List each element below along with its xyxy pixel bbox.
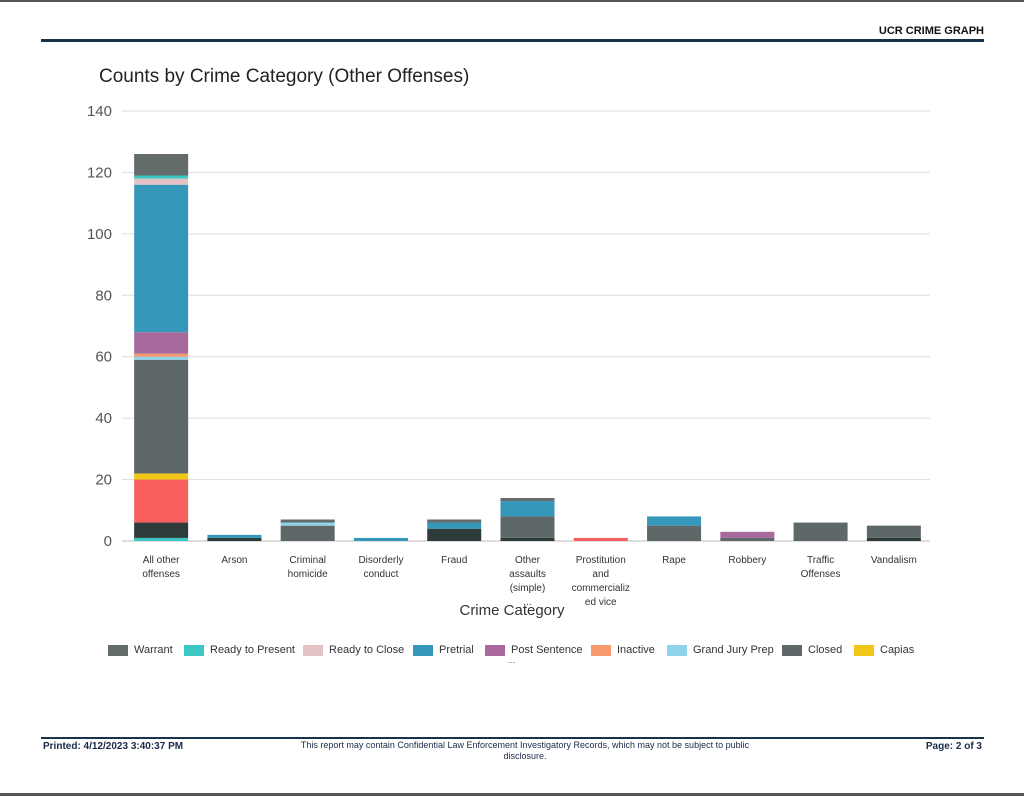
header-rule (41, 39, 984, 42)
bar-segment[interactable] (500, 498, 555, 502)
page-number: Page: 2 of 3 (925, 741, 982, 752)
y-tick-label: 80 (95, 287, 112, 304)
legend-label: Grand Jury Prep (693, 644, 774, 656)
bar-segment[interactable] (573, 537, 628, 541)
legend-swatch (591, 644, 611, 656)
legend-more-indicator[interactable]: ... (508, 655, 516, 665)
footer-rule (41, 737, 984, 739)
x-category-label: Arson (221, 555, 247, 566)
legend-label: Ready to Present (210, 644, 295, 656)
confidentiality-notice: This report may contain Confidential Law… (300, 740, 750, 761)
bar-segment[interactable] (134, 154, 189, 176)
x-category-label: Disorderly conduct (358, 555, 403, 580)
x-category-label: Fraud (441, 555, 467, 566)
legend-swatch (184, 644, 204, 656)
legend-label: Post Sentence (511, 644, 583, 656)
x-axis-categories: All other offenses Arson Criminal homicide Di… (142, 555, 917, 608)
bar-segment[interactable] (134, 356, 189, 360)
top-border (0, 0, 1024, 2)
legend-item[interactable]: Capias (854, 644, 914, 656)
legend-item[interactable]: Pretrial (413, 644, 474, 656)
bar-segment[interactable] (500, 537, 555, 541)
x-category-label: Traffic Offenses (801, 555, 841, 580)
bar-segment[interactable] (353, 537, 408, 541)
x-category-label: Prostitution and commercializ ed vice (572, 555, 630, 608)
bar-segment[interactable] (647, 525, 702, 541)
legend-swatch (108, 644, 128, 656)
bar-segment[interactable] (280, 522, 335, 526)
bar-segment[interactable] (134, 359, 189, 474)
bar-segment[interactable] (134, 479, 189, 523)
bar-segment[interactable] (500, 516, 555, 538)
printed-timestamp: Printed: 4/12/2023 3:40:37 PM (43, 741, 184, 752)
bar-segment[interactable] (427, 522, 482, 529)
bar-segment[interactable] (134, 184, 189, 333)
bar-segment[interactable] (134, 522, 189, 538)
y-tick-label: 0 (104, 533, 112, 550)
y-tick-label: 40 (95, 410, 112, 427)
legend: Warrant Ready to Present Ready to Close Pre… (108, 644, 968, 660)
legend-item[interactable]: Warrant (108, 644, 173, 656)
x-category-label: Rape (662, 555, 686, 566)
legend-item[interactable]: Post Sentence (485, 644, 583, 656)
x-category-label: Robbery (728, 555, 766, 566)
legend-swatch (303, 644, 323, 656)
bar-segment[interactable] (134, 473, 189, 480)
legend-item[interactable]: Ready to Present (184, 644, 295, 656)
grid-lines (122, 110, 930, 542)
legend-swatch (854, 644, 874, 656)
bar-segment[interactable] (500, 501, 555, 517)
bar-segment[interactable] (866, 537, 921, 541)
x-category-label: Vandalism (871, 555, 917, 566)
legend-label: Pretrial (439, 644, 474, 656)
bar-segment[interactable] (134, 175, 189, 179)
bar-segment[interactable] (134, 332, 189, 354)
legend-swatch (667, 644, 687, 656)
legend-item[interactable]: Closed (782, 644, 842, 656)
bar-segment[interactable] (207, 534, 262, 538)
bar-segment[interactable] (720, 531, 775, 538)
legend-label: Closed (808, 644, 843, 656)
bar-segment[interactable] (647, 516, 702, 526)
x-axis-label: Crime Category (459, 602, 565, 619)
bar-segment[interactable] (207, 537, 262, 541)
legend-item[interactable]: Grand Jury Prep (667, 644, 774, 656)
legend-item[interactable]: Ready to Close (303, 644, 404, 656)
x-category-label: Other assaults (simple)... (509, 555, 546, 608)
legend-swatch (485, 644, 505, 656)
y-tick-label: 20 (95, 472, 112, 489)
bar-segment[interactable] (134, 353, 189, 357)
bar-segment[interactable] (280, 519, 335, 523)
legend-swatch (413, 644, 433, 656)
legend-label: Inactive (617, 644, 655, 656)
x-category-label: All other offenses (142, 555, 180, 580)
chart-title: Counts by Crime Category (Other Offenses… (99, 66, 470, 87)
y-tick-label: 140 (87, 103, 112, 120)
bar-segment[interactable] (427, 528, 482, 541)
report-title: UCR CRIME GRAPH (878, 25, 984, 37)
y-axis-ticks: 0 20 40 60 80 100 120 140 (87, 103, 112, 550)
bar-segment[interactable] (134, 537, 189, 541)
legend-label: Warrant (134, 644, 173, 656)
y-tick-label: 120 (87, 164, 112, 181)
bar-segment[interactable] (134, 178, 189, 185)
y-tick-label: 100 (87, 226, 112, 243)
bottom-border (0, 793, 1024, 796)
legend-label: Capias (880, 644, 915, 656)
bar-segment[interactable] (866, 525, 921, 538)
y-tick-label: 60 (95, 349, 112, 366)
legend-swatch (782, 644, 802, 656)
legend-item[interactable]: Inactive (591, 644, 655, 656)
bar-segment[interactable] (427, 519, 482, 523)
legend-label: Ready to Close (329, 644, 405, 656)
bars (134, 154, 921, 541)
stacked-bar-chart: 0 20 40 60 80 100 120 140 All other offenses Arso… (87, 103, 930, 619)
bar-segment[interactable] (280, 525, 335, 541)
bar-segment[interactable] (793, 522, 848, 541)
x-category-label: Criminal homicide (288, 555, 328, 580)
bar-segment[interactable] (720, 537, 775, 541)
